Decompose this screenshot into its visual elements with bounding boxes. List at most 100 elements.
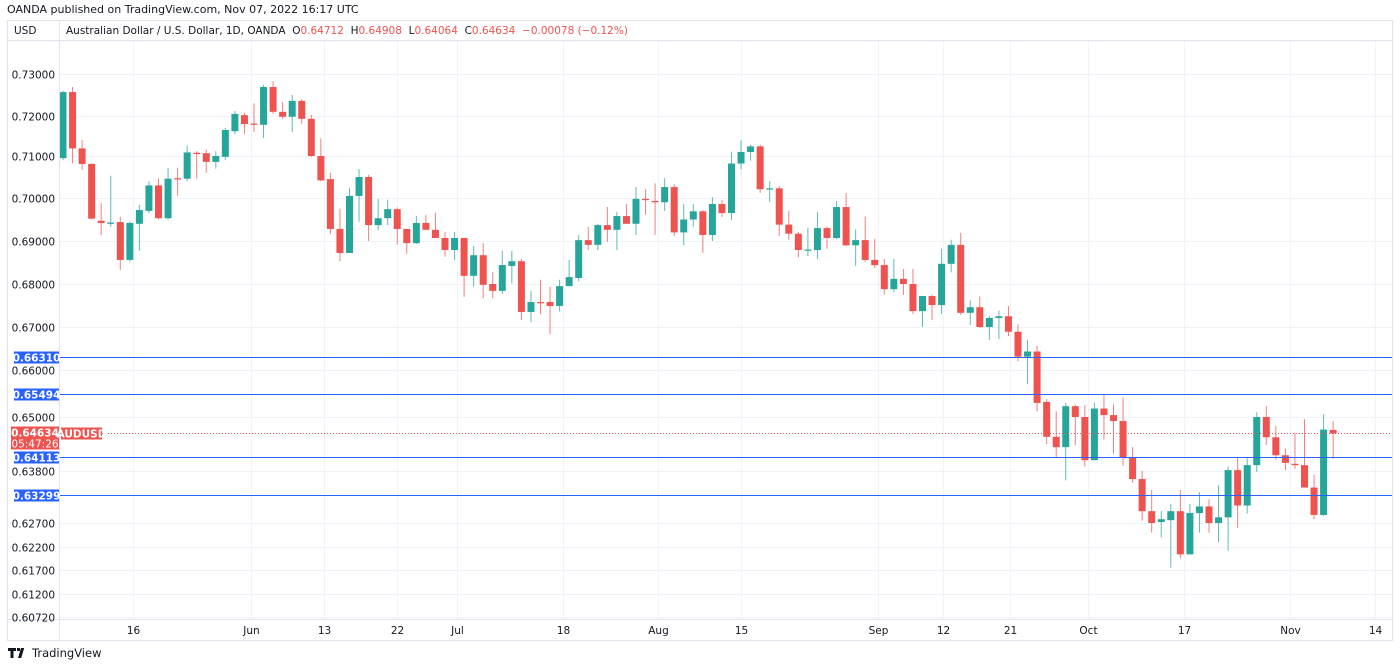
candle — [1052, 411, 1060, 458]
candle — [842, 192, 850, 247]
candle-body — [489, 284, 497, 291]
published-caption: OANDA published on TradingView.com, Nov … — [7, 3, 359, 16]
grid — [60, 41, 1392, 619]
candle — [269, 81, 277, 114]
candle — [1148, 489, 1156, 533]
time-tick-label: 21 — [1004, 625, 1017, 637]
candle — [861, 216, 869, 263]
candle-body — [823, 228, 831, 238]
candle — [183, 145, 191, 182]
candle — [1071, 404, 1079, 446]
candle-body — [1110, 415, 1117, 422]
candle — [202, 149, 210, 173]
candle — [1215, 485, 1223, 543]
candle — [517, 259, 525, 321]
candle-body — [1071, 406, 1079, 417]
candle — [1176, 489, 1184, 559]
price-line-label: 0.63299 — [13, 491, 61, 503]
candle-body — [1205, 506, 1213, 523]
candle — [135, 204, 143, 251]
candle — [833, 201, 841, 239]
candle-body — [804, 249, 812, 251]
candle-body — [1272, 437, 1280, 456]
candle-body — [556, 286, 564, 306]
time-axis[interactable]: 16 Jun 13 22 Jul 18 Aug 15 Sep 12 21 Oct 17 Nov 14 — [127, 625, 1383, 637]
candle-body — [193, 152, 201, 154]
candle — [1186, 504, 1194, 555]
candle — [718, 200, 726, 217]
time-tick-label: 13 — [318, 625, 331, 637]
candle-body — [126, 222, 134, 260]
time-tick-label: Aug — [648, 625, 669, 637]
candle — [966, 300, 974, 325]
candle — [584, 226, 592, 251]
candle-body — [1167, 511, 1175, 521]
candle-body — [794, 233, 802, 251]
candle-body — [527, 302, 535, 312]
candle — [69, 87, 77, 164]
candle-body — [1157, 519, 1165, 523]
candle — [1301, 419, 1308, 488]
candle-body — [899, 278, 907, 284]
candle — [575, 234, 583, 282]
candle — [1119, 397, 1127, 466]
candle-body — [670, 187, 678, 233]
candle-body — [919, 296, 926, 312]
candle — [451, 231, 459, 260]
candle-body — [174, 178, 182, 180]
time-tick-label: Oct — [1079, 625, 1097, 637]
candle-body — [260, 87, 268, 125]
candle — [995, 310, 1003, 340]
price-line-label-box — [14, 388, 59, 401]
candle — [365, 174, 373, 241]
candle-body — [976, 307, 984, 327]
candle-body — [833, 207, 841, 238]
candle-body — [202, 153, 210, 162]
candle-body — [1052, 436, 1060, 448]
candle-body — [1033, 351, 1041, 403]
candle-body — [346, 195, 353, 254]
candle — [470, 245, 478, 287]
candle-body — [116, 222, 124, 260]
candle-body — [766, 188, 774, 190]
candle — [1205, 499, 1213, 533]
symbol-tag-box — [61, 427, 102, 440]
candle-body — [928, 296, 936, 306]
candle-body — [1281, 455, 1289, 463]
time-tick-label: 17 — [1178, 625, 1191, 637]
candle-body — [880, 265, 888, 290]
candle — [326, 172, 334, 235]
candle-body — [508, 261, 516, 266]
candle-body — [1234, 470, 1242, 506]
candle-body — [642, 198, 650, 201]
candle — [1157, 511, 1165, 538]
brand-name: TradingView — [32, 646, 102, 660]
candle — [737, 140, 745, 170]
candle-body — [1043, 401, 1051, 437]
price-tick-label: 0.63800 — [12, 467, 55, 479]
candle-body — [1186, 513, 1194, 555]
candle-body — [279, 111, 287, 117]
candle-body — [470, 255, 478, 276]
candle — [374, 198, 382, 231]
candle-body — [689, 211, 697, 220]
candle-body — [1310, 487, 1318, 515]
candle-body — [1301, 465, 1308, 488]
candle — [412, 216, 420, 245]
candle-body — [155, 185, 162, 219]
price-tick-label: 0.70000 — [12, 194, 55, 206]
candle — [193, 151, 201, 179]
price-axis[interactable]: 0.73000 0.72000 0.71000 0.70000 0.69000 0.680… — [12, 70, 55, 625]
candle-body — [1090, 408, 1098, 461]
candle-body — [957, 244, 965, 313]
candle — [899, 268, 907, 295]
price-line-label-box — [14, 351, 59, 364]
candle-body — [813, 228, 821, 251]
candle-body — [861, 240, 869, 260]
candle — [1167, 504, 1175, 568]
candle-body — [871, 259, 879, 266]
candle — [985, 315, 993, 340]
open-label: O — [292, 25, 301, 37]
candle — [1014, 324, 1022, 362]
